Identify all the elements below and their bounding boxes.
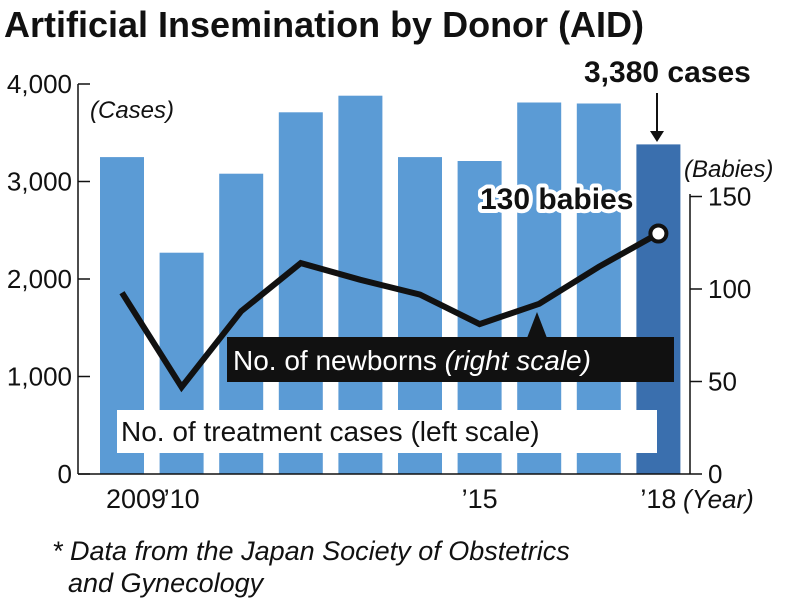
x-tick-label: 2009 bbox=[106, 484, 166, 514]
footnote-line-2: and Gynecology bbox=[68, 568, 265, 598]
right-tick-label: 0 bbox=[708, 459, 722, 489]
right-axis-unit: (Babies) bbox=[684, 156, 773, 183]
left-tick-label: 3,000 bbox=[7, 167, 72, 197]
left-axis-unit: (Cases) bbox=[90, 97, 174, 124]
left-axis: 0 1,000 2,000 3,000 4,000 bbox=[7, 69, 690, 489]
cases-legend-box bbox=[117, 410, 657, 453]
x-tick-label: ’18 bbox=[640, 484, 676, 514]
x-tick-label: ’10 bbox=[164, 484, 200, 514]
cases-legend-text: No. of treatment cases (left scale) bbox=[121, 416, 540, 447]
newborns-legend-pointer bbox=[527, 312, 547, 338]
newborns-line bbox=[119, 230, 660, 393]
newborns-last-point bbox=[648, 223, 669, 244]
left-tick-label: 2,000 bbox=[7, 264, 72, 294]
right-tick-label: 50 bbox=[708, 367, 737, 397]
right-axis: 0 50 100 150 bbox=[689, 182, 751, 489]
newborns-legend-text: No. of newborns (right scale) bbox=[233, 345, 591, 376]
right-tick-label: 150 bbox=[708, 182, 751, 212]
cases-legend: No. of treatment cases (left scale) bbox=[117, 410, 657, 453]
newborns-legend: No. of newborns (right scale) bbox=[227, 312, 674, 382]
x-axis-unit: (Year) bbox=[683, 484, 754, 514]
footnote-line-1: * Data from the Japan Society of Obstetr… bbox=[52, 536, 570, 566]
newborns-line-group bbox=[119, 223, 669, 393]
chart-title: Artificial Insemination by Donor (AID) bbox=[4, 4, 644, 45]
newborns-legend-box bbox=[227, 337, 674, 382]
left-tick-label: 4,000 bbox=[7, 69, 72, 99]
babies-callout-label: 130 babies bbox=[480, 183, 633, 216]
babies-callout-halo: 130 babies bbox=[480, 183, 633, 216]
left-tick-label: 1,000 bbox=[7, 362, 72, 392]
left-tick-label: 0 bbox=[58, 459, 72, 489]
cases-callout-arrowhead bbox=[650, 131, 664, 142]
x-tick-label: ’15 bbox=[462, 484, 498, 514]
right-tick-label: 100 bbox=[708, 274, 751, 304]
cases-callout-label: 3,380 cases bbox=[584, 56, 751, 89]
x-axis-labels: 2009’10 ’15 ’18 bbox=[106, 484, 676, 514]
